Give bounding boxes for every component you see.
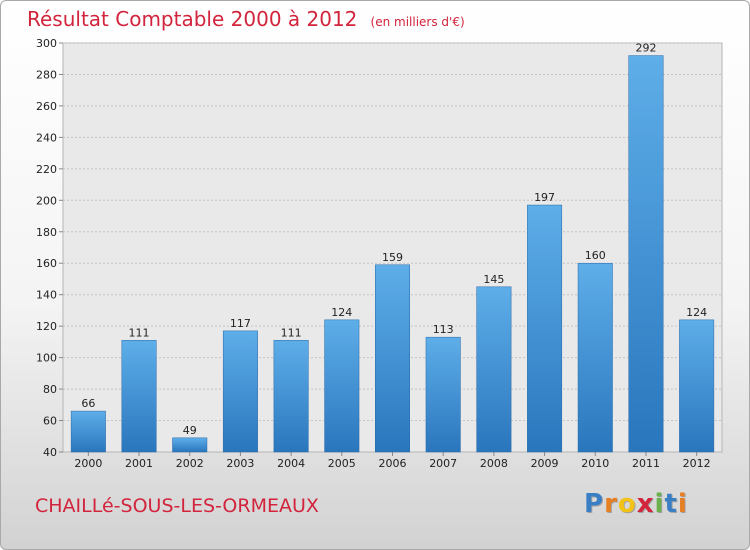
bar-2004	[273, 340, 309, 453]
data-label-2005: 124	[331, 306, 352, 319]
x-tick-label-2009: 2009	[531, 457, 559, 470]
x-tick-label-2003: 2003	[226, 457, 254, 470]
data-label-2000: 66	[81, 397, 95, 410]
data-label-2010: 160	[585, 249, 606, 262]
x-tick-label-2007: 2007	[429, 457, 457, 470]
bar-2007	[425, 336, 461, 453]
bar-2001	[121, 340, 157, 453]
y-tick-label: 260	[36, 100, 57, 113]
data-label-2011: 292	[635, 42, 656, 55]
bar-2011	[628, 55, 664, 453]
x-tick-label-2011: 2011	[632, 457, 660, 470]
x-tick-label-2004: 2004	[277, 457, 305, 470]
data-label-2006: 159	[382, 251, 403, 264]
bar-2003	[222, 330, 258, 453]
data-label-2008: 145	[483, 273, 504, 286]
data-label-2003: 117	[230, 317, 251, 330]
bar-layer	[70, 55, 715, 453]
bar-2009	[527, 204, 563, 453]
y-tick-label: 200	[36, 194, 57, 207]
y-tick-label: 80	[43, 383, 57, 396]
y-tick-label: 160	[36, 257, 57, 270]
y-tick-label: 40	[43, 446, 57, 459]
logo-letter: P	[584, 489, 605, 519]
y-tick-label: 240	[36, 131, 57, 144]
x-tick-label-2000: 2000	[74, 457, 102, 470]
data-label-2009: 197	[534, 191, 555, 204]
data-label-2007: 113	[433, 323, 454, 336]
chart-subtitle: (en milliers d'€)	[370, 15, 465, 29]
x-tick-label-2008: 2008	[480, 457, 508, 470]
y-tick-label: 100	[36, 352, 57, 365]
x-tick-label-2006: 2006	[379, 457, 407, 470]
commune-name: CHAILLé-SOUS-LES-ORMEAUX	[35, 495, 319, 517]
y-tick-label: 120	[36, 320, 57, 333]
x-tick-label-2005: 2005	[328, 457, 356, 470]
x-tick-label-2010: 2010	[581, 457, 609, 470]
logo-letter: t	[664, 489, 678, 519]
bar-2005	[324, 319, 360, 453]
x-tick-label-2012: 2012	[683, 457, 711, 470]
x-tick-label-2001: 2001	[125, 457, 153, 470]
logo-letter: i	[654, 489, 665, 519]
logo-letter: o	[617, 489, 637, 519]
y-tick-label: 280	[36, 68, 57, 81]
y-tick-label: 180	[36, 226, 57, 239]
proxiti-logo: Proxiti	[584, 489, 688, 519]
bar-2010	[577, 262, 613, 453]
data-label-2002: 49	[183, 424, 197, 437]
logo-letter: i	[677, 489, 688, 519]
bar-2002	[172, 437, 208, 453]
bar-2008	[476, 286, 512, 453]
data-label-2012: 124	[686, 306, 707, 319]
y-tick-label: 300	[36, 37, 57, 50]
y-tick-label: 60	[43, 415, 57, 428]
title-row: Résultat Comptable 2000 à 2012 (en milli…	[27, 7, 465, 31]
y-tick-label: 140	[36, 289, 57, 302]
logo-letter: x	[636, 489, 655, 519]
bar-2012	[679, 319, 715, 453]
data-label-2001: 111	[129, 326, 150, 339]
bar-2006	[375, 264, 410, 453]
data-label-2004: 111	[281, 326, 302, 339]
chart-title: Résultat Comptable 2000 à 2012	[27, 7, 358, 31]
bar-2000	[70, 410, 106, 453]
x-tick-label-2002: 2002	[176, 457, 204, 470]
label-layer: 40 60 80 100 120 140 160 180 200 220 240 260 280 300 6…	[36, 37, 711, 470]
logo-letter: r	[604, 489, 618, 519]
y-tick-label: 220	[36, 163, 57, 176]
